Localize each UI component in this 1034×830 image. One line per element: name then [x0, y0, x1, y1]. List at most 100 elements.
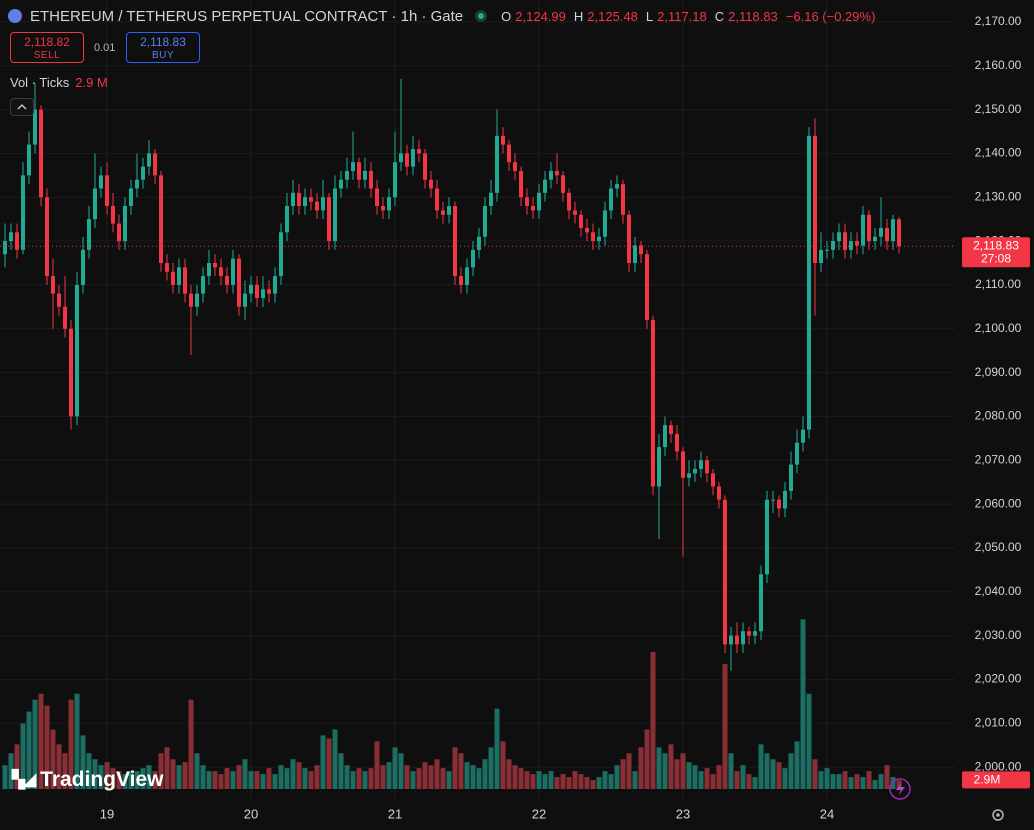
- volume-bar: [104, 762, 110, 789]
- candle-body: [357, 162, 361, 180]
- candle-body: [621, 184, 625, 215]
- volume-bar: [536, 771, 542, 789]
- symbol-title[interactable]: ETHEREUM / TETHERUS PERPETUAL CONTRACT ·…: [30, 7, 464, 25]
- candle-body: [837, 232, 841, 242]
- settings-icon[interactable]: [992, 809, 1004, 821]
- sell-button[interactable]: 2,118.82 SELL: [10, 32, 84, 63]
- candle-body: [15, 232, 19, 250]
- volume-bar: [800, 619, 806, 789]
- volume-bar: [710, 774, 716, 789]
- candle-body: [789, 464, 793, 491]
- candle-body: [81, 249, 85, 285]
- candle-body: [891, 219, 895, 242]
- volume-bar: [866, 771, 872, 789]
- volume-bar: [626, 753, 632, 789]
- volume-bar: [500, 741, 506, 789]
- collapse-button[interactable]: [10, 98, 34, 116]
- candle-body: [561, 175, 565, 193]
- volume-bar: [674, 759, 680, 789]
- volume-bars: [2, 619, 902, 789]
- volume-bar: [830, 774, 836, 789]
- volume-bar: [188, 699, 194, 789]
- candle-body: [129, 188, 133, 207]
- candle-body: [141, 166, 145, 180]
- candle-body: [111, 206, 115, 224]
- volume-bar: [254, 771, 260, 789]
- volume-bar: [548, 771, 554, 789]
- volume-bar: [284, 768, 290, 789]
- candle-body: [261, 289, 265, 299]
- volume-bar: [662, 753, 668, 789]
- y-tick-label: 2,130.00: [975, 189, 1022, 203]
- candle-body: [327, 197, 331, 242]
- volume-bar: [146, 765, 152, 789]
- volume-name: Vol · Ticks: [10, 75, 70, 90]
- volume-bar: [308, 771, 314, 789]
- candle-body: [363, 170, 367, 180]
- market-status: [475, 10, 488, 22]
- volume-bar: [656, 747, 662, 789]
- candle-body: [885, 227, 889, 242]
- volume-bar: [686, 762, 692, 789]
- candle-body: [651, 319, 655, 487]
- volume-bar: [278, 765, 284, 789]
- volume-bar: [896, 780, 902, 789]
- candle-body: [75, 284, 79, 417]
- candle-body: [567, 192, 571, 211]
- y-tick-label: 2,010.00: [975, 715, 1022, 729]
- candle-body: [135, 179, 139, 189]
- candle-body: [627, 214, 631, 263]
- candle-body: [843, 232, 847, 250]
- alert-icon[interactable]: [889, 778, 911, 800]
- sell-label: SELL: [33, 50, 61, 61]
- volume-bar: [434, 759, 440, 789]
- x-tick-label: 22: [532, 806, 546, 821]
- candle-body: [63, 306, 67, 329]
- volume-bar: [2, 765, 8, 789]
- volume-bar: [734, 771, 740, 789]
- candle-body: [753, 631, 757, 636]
- volume-bar: [728, 753, 734, 789]
- candle-body: [825, 249, 829, 251]
- candle-body: [117, 223, 121, 242]
- volume-bar: [854, 774, 860, 789]
- candle-body: [855, 241, 859, 246]
- legend-h: H: [573, 8, 584, 24]
- candle-body: [729, 635, 733, 645]
- candle-body: [405, 153, 409, 167]
- y-tick-label: 2,160.00: [975, 58, 1022, 72]
- y-tick-label: 2,070.00: [975, 452, 1022, 466]
- volume-bar: [68, 699, 74, 789]
- volume-bar: [422, 762, 428, 789]
- volume-bar: [86, 753, 92, 789]
- volume-bar: [98, 765, 104, 789]
- candle-body: [717, 486, 721, 500]
- volume-bar: [602, 771, 608, 789]
- volume-bar: [740, 765, 746, 789]
- candle-body: [597, 236, 601, 242]
- volume-bar: [770, 759, 776, 789]
- candle-body: [87, 219, 91, 250]
- candle-body: [777, 499, 781, 509]
- candle-body: [615, 184, 619, 189]
- buy-button[interactable]: 2,118.83 BUY: [126, 32, 200, 63]
- volume-bar: [38, 693, 44, 789]
- candle-body: [645, 254, 649, 320]
- candle-body: [231, 258, 235, 285]
- volume-bar: [152, 771, 158, 789]
- legend-l: L: [645, 8, 654, 24]
- candle-body: [123, 206, 127, 242]
- volume-bar: [248, 771, 254, 789]
- legend-open: 2,124.99: [515, 8, 566, 24]
- candle-body: [579, 214, 583, 228]
- volume-bar: [332, 729, 338, 789]
- y-tick-label: 2,100.00: [975, 321, 1022, 335]
- volume-value: 2.9 M: [75, 75, 108, 90]
- symbol-icon: [8, 9, 22, 23]
- volume-bar: [596, 777, 602, 789]
- candle-body: [303, 197, 307, 207]
- volume-bar: [230, 771, 236, 789]
- volume-bar: [458, 753, 464, 789]
- volume-bar: [392, 747, 398, 789]
- candle-body: [321, 197, 325, 211]
